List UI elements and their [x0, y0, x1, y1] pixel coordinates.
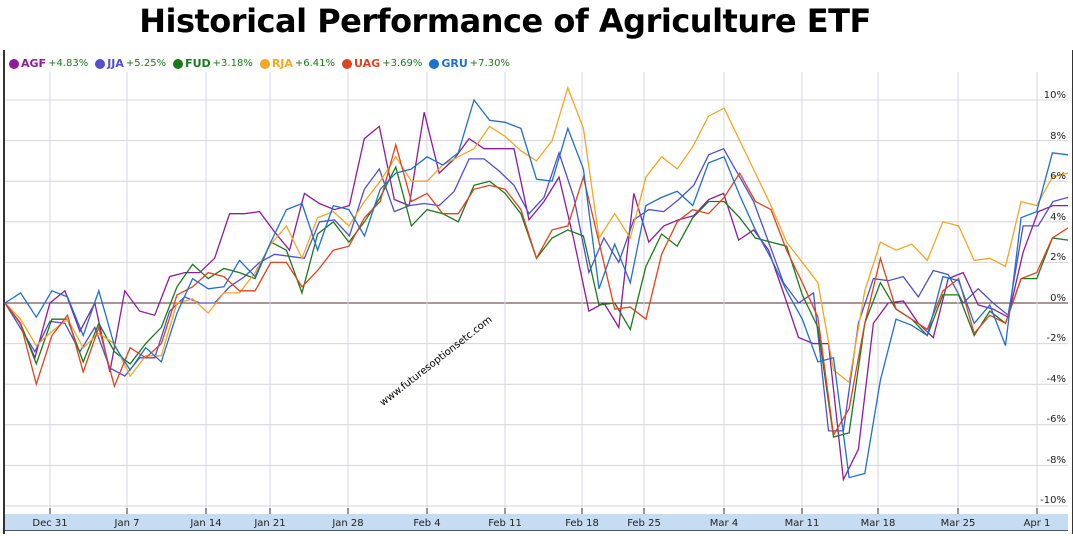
chart-title: Historical Performance of Agriculture ET… [139, 2, 871, 40]
legend-symbol: RJA [271, 57, 293, 70]
series-line-gru [4, 98, 1069, 479]
legend-symbol: GRU [441, 57, 468, 70]
y-tick-label: -6% [1046, 414, 1066, 425]
x-tick-label: Mar 18 [860, 518, 896, 529]
series-line-fud [4, 165, 1069, 438]
legend-item-jja[interactable]: JJA +5.25% [95, 57, 166, 70]
x-tick-label: Mar 4 [709, 518, 739, 529]
series-dot-icon [259, 58, 270, 69]
legend-item-uag[interactable]: UAG +3.69% [342, 57, 422, 70]
y-tick-label: 0% [1050, 293, 1066, 304]
series-dot-icon [429, 58, 440, 69]
x-axis-band [5, 514, 1068, 531]
legend-change: +6.41% [294, 58, 336, 69]
x-tick-label: Jan 14 [190, 518, 222, 529]
y-tick-label: 10% [1043, 90, 1066, 101]
legend-symbol: JJA [107, 57, 124, 70]
series-line-rja [4, 85, 1069, 384]
y-tick-label: 2% [1050, 252, 1066, 263]
series-line-uag [4, 142, 1069, 437]
series-line-agf [4, 112, 1068, 482]
y-tick-label: -2% [1046, 333, 1066, 344]
x-tick-label: Mar 11 [784, 518, 820, 529]
series-dot-icon [342, 58, 353, 69]
series-dot-icon [95, 58, 106, 69]
series-dot-icon [173, 58, 184, 69]
x-tick-label: Jan 28 [332, 518, 364, 529]
x-tick-label: Feb 18 [565, 518, 599, 529]
series-line-jja [4, 147, 1069, 432]
y-tick-label: -8% [1046, 455, 1066, 466]
x-tick-label: Feb 4 [413, 518, 441, 529]
y-tick-label: 8% [1050, 131, 1066, 142]
x-tick-label: Feb 25 [627, 518, 661, 529]
legend-item-gru[interactable]: GRU +7.30% [429, 57, 510, 70]
legend-item-rja[interactable]: RJA +6.41% [259, 57, 336, 70]
series-dot-icon [9, 58, 19, 69]
legend-change: +3.18% [212, 58, 253, 69]
legend-change: +3.69% [382, 58, 423, 69]
legend-symbol: AGF [21, 57, 47, 70]
y-tick-label: -10% [1040, 495, 1066, 506]
x-tick-label: Feb 11 [488, 518, 522, 529]
legend-change: +4.83% [48, 58, 89, 69]
x-tick-label: Jan 21 [254, 518, 286, 529]
y-tick-label: 4% [1050, 212, 1066, 223]
x-tick-label: Apr 1 [1023, 518, 1051, 529]
legend-item-agf[interactable]: AGF +4.83% [9, 57, 88, 70]
legend: AGF +4.83% JJA +5.25% FUD +3.18% RJA +6.… [9, 57, 510, 70]
x-tick-label: Mar 25 [940, 518, 976, 529]
legend-change: +7.30% [469, 58, 510, 69]
x-tick-label: Jan 7 [114, 518, 140, 529]
y-tick-label: 6% [1050, 171, 1066, 182]
legend-item-fud[interactable]: FUD +3.18% [173, 57, 253, 70]
legend-change: +5.25% [125, 58, 167, 69]
y-tick-label: -4% [1046, 374, 1066, 385]
legend-symbol: UAG [354, 57, 381, 70]
legend-symbol: FUD [185, 57, 211, 70]
x-tick-label: Dec 31 [32, 518, 68, 529]
